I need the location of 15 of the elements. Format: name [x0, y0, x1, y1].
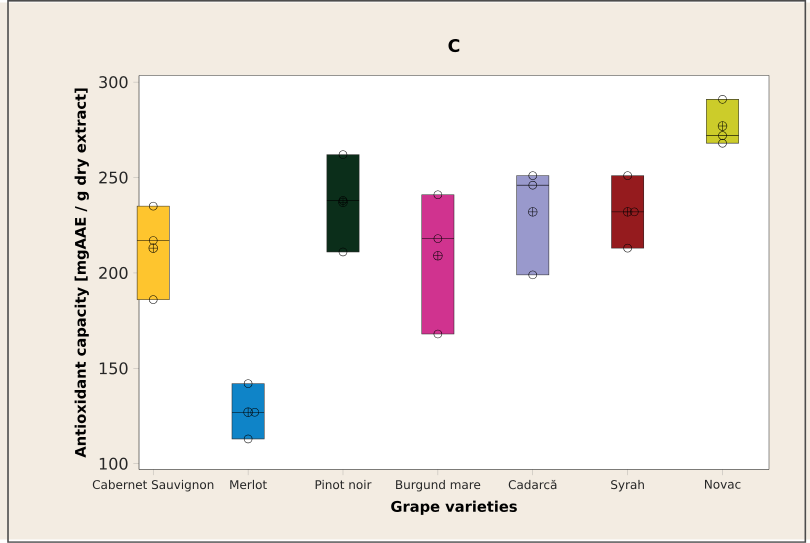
x-tick-label: Cadarcă — [508, 480, 556, 490]
x-tick-label: Cabernet Sauvignon — [92, 480, 214, 492]
y-tick-label: 150 — [100, 362, 128, 374]
y-tick-label: 300 — [99, 76, 128, 88]
y-tick-label: 250 — [99, 172, 128, 184]
x-tick-label: Novac — [704, 480, 740, 489]
chart-title: C — [448, 39, 460, 52]
x-tick-label: Merlot — [230, 480, 267, 490]
x-tick-label: Syrah — [611, 480, 644, 492]
x-tick-label: Burgund mare — [396, 480, 480, 492]
x-tick-label: Pinot noir — [316, 480, 372, 490]
y-tick-label: 100 — [100, 458, 128, 470]
y-tick-label: 200 — [99, 266, 128, 280]
x-axis-title: Grape varieties — [391, 500, 517, 515]
y-axis-title: Antioxidant capacity [mgAAE / g dry extract] — [74, 88, 89, 458]
